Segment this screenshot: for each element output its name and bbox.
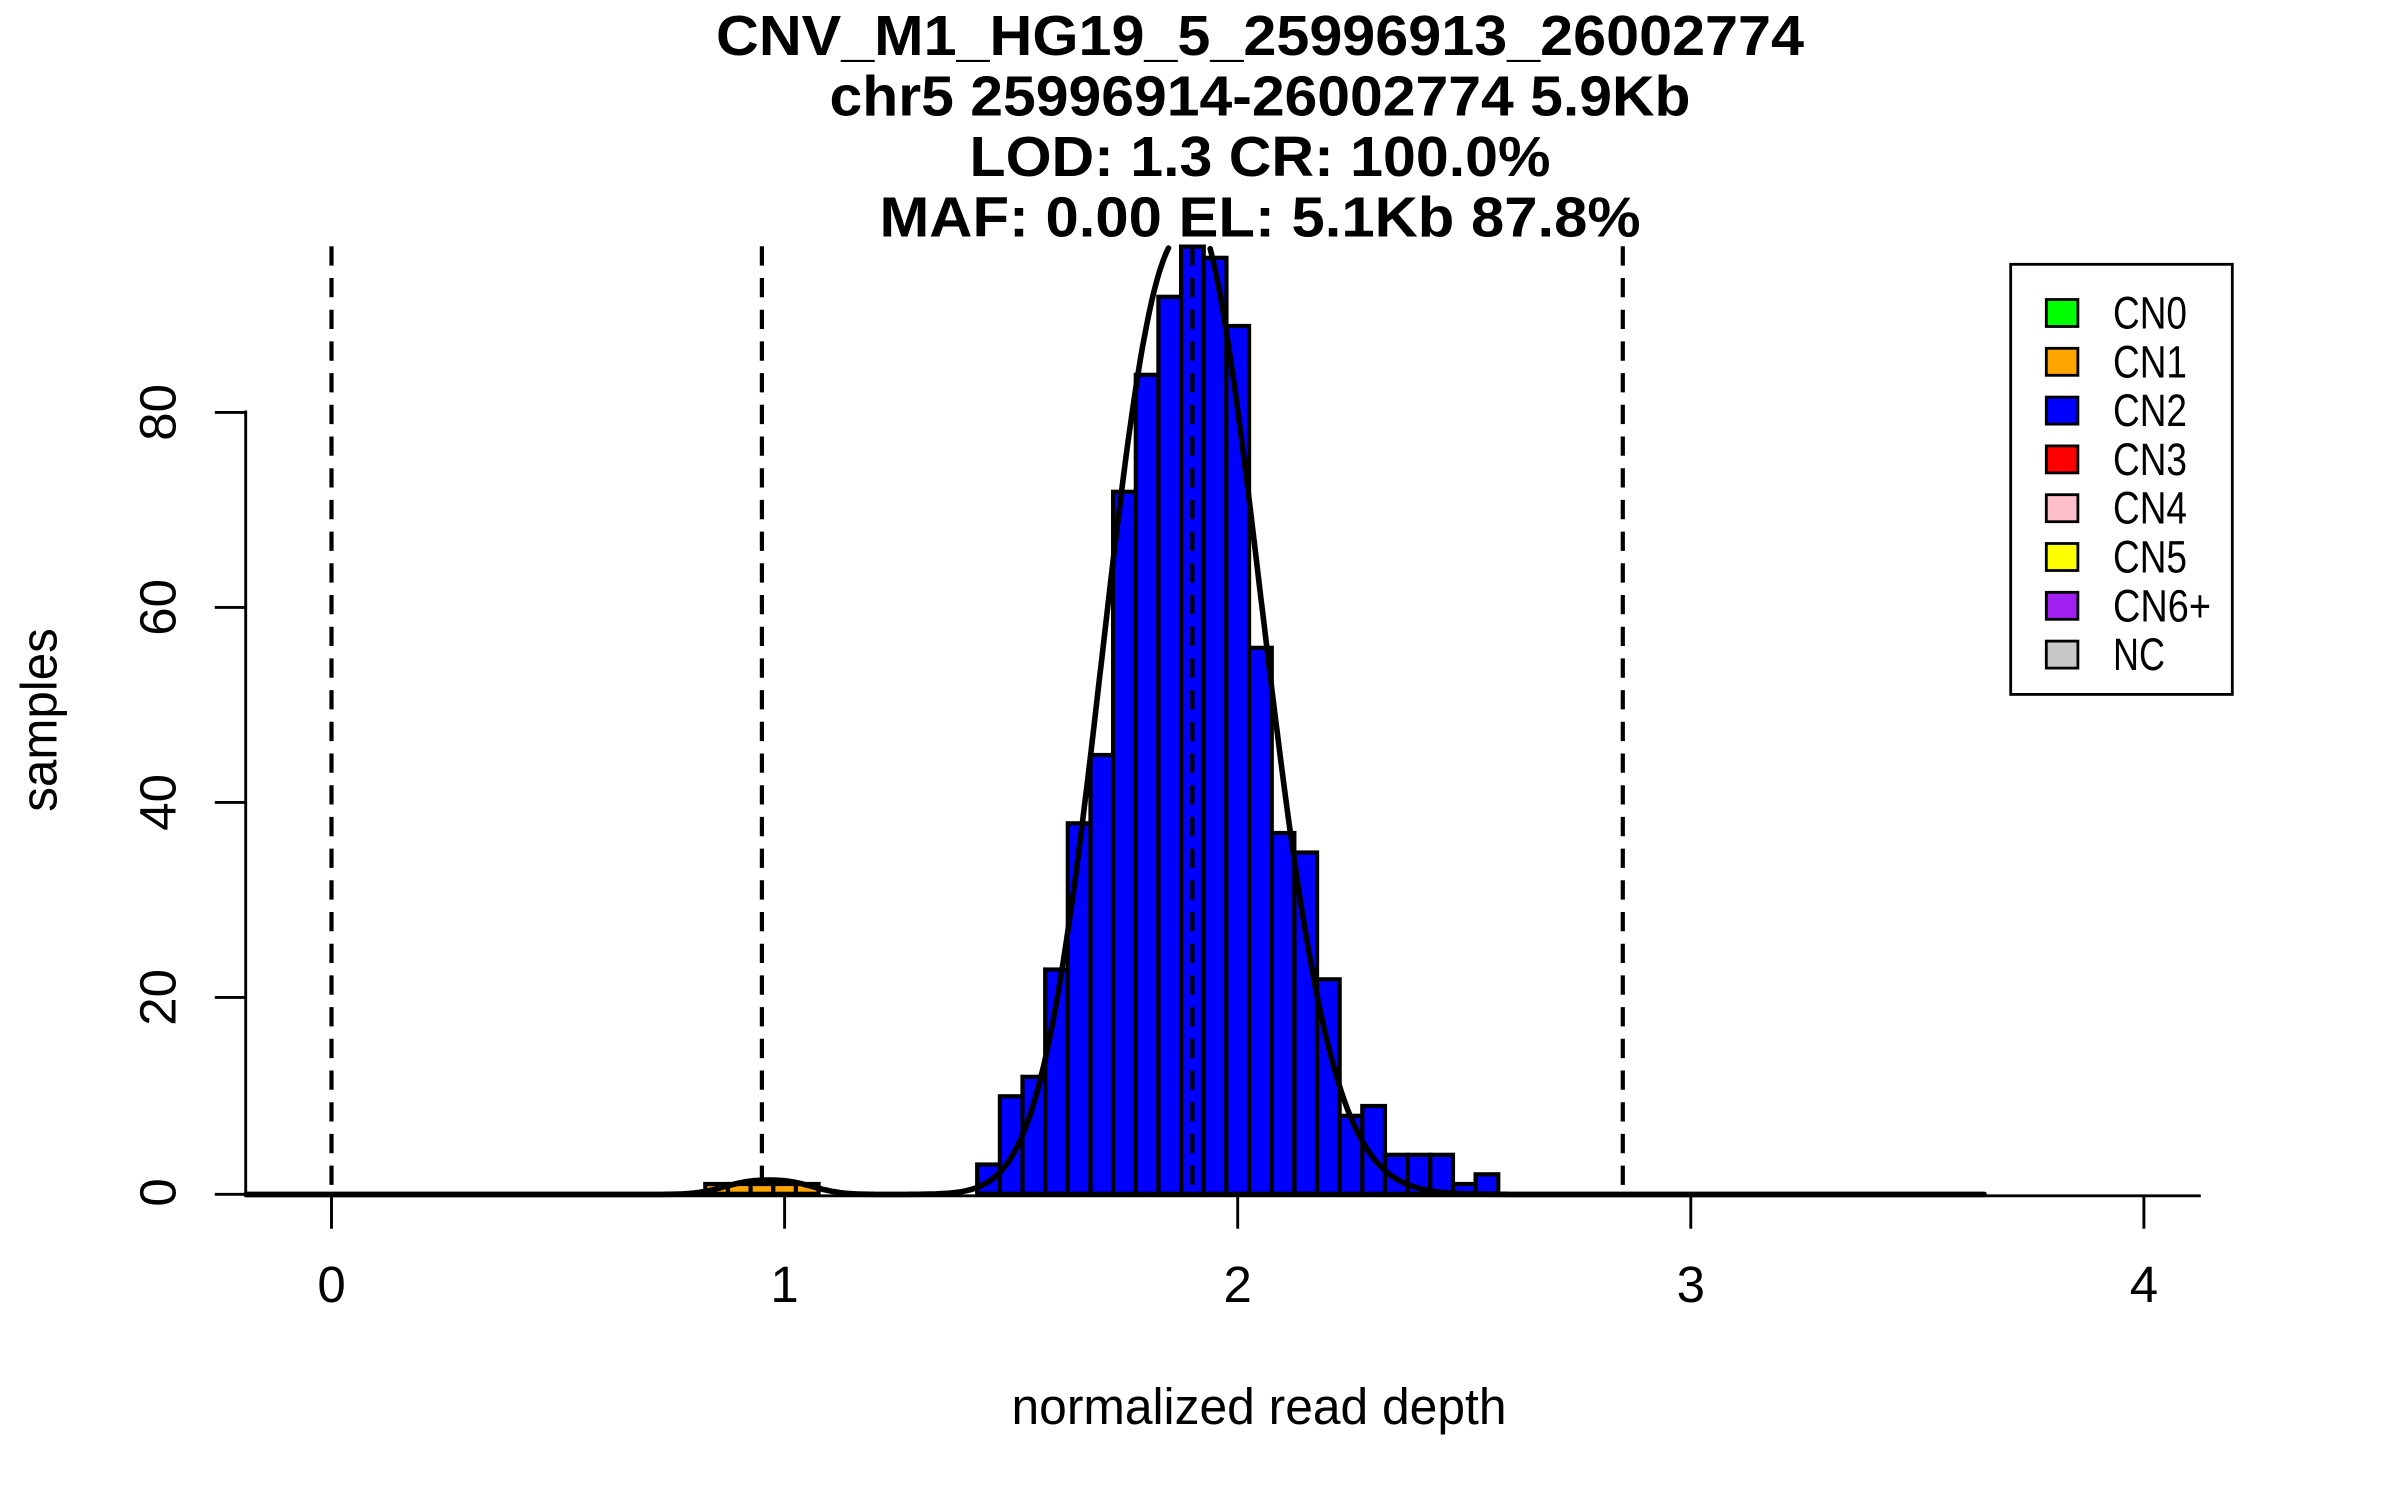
svg-text:CNV_M1_HG19_5_25996913_2600277: CNV_M1_HG19_5_25996913_26002774 [716,4,1804,68]
svg-text:60: 60 [130,579,187,636]
svg-text:2: 2 [1224,1256,1252,1313]
svg-text:40: 40 [130,774,187,831]
svg-text:0: 0 [317,1256,345,1313]
svg-text:20: 20 [130,969,187,1026]
svg-text:MAF: 0.00 EL: 5.1Kb 87.8%: MAF: 0.00 EL: 5.1Kb 87.8% [880,186,1641,250]
svg-text:CN1: CN1 [2113,336,2187,387]
svg-text:CN0: CN0 [2113,288,2187,339]
svg-text:samples: samples [11,628,68,811]
svg-text:NC: NC [2113,629,2165,680]
svg-text:LOD: 1.3 CR: 100.0%: LOD: 1.3 CR: 100.0% [970,125,1551,189]
svg-text:0: 0 [130,1178,187,1206]
svg-text:chr5 25996914-26002774 5.9Kb: chr5 25996914-26002774 5.9Kb [830,65,1691,129]
svg-text:3: 3 [1677,1256,1705,1313]
svg-text:80: 80 [130,384,187,441]
svg-text:CN4: CN4 [2113,483,2187,534]
svg-text:CN2: CN2 [2113,385,2187,436]
svg-text:CN6+: CN6+ [2113,580,2211,631]
svg-text:CN3: CN3 [2113,434,2187,485]
svg-text:normalized read depth: normalized read depth [1012,1378,1507,1435]
svg-text:CN5: CN5 [2113,532,2187,583]
svg-text:4: 4 [2130,1256,2158,1313]
svg-text:1: 1 [770,1256,798,1313]
